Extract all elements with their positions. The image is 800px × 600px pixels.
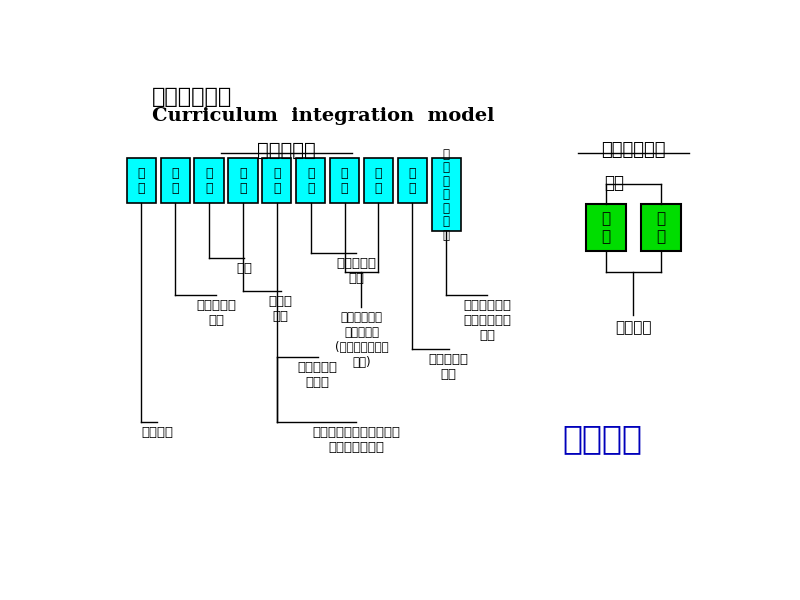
Text: 地
理: 地 理 (374, 167, 382, 194)
Text: 中
國
語
文
及
文
化: 中 國 語 文 及 文 化 (442, 148, 450, 242)
Text: 商
業: 商 業 (273, 167, 281, 194)
Text: 海洋公園: 海洋公園 (142, 426, 174, 439)
Text: 學科考察日: 學科考察日 (258, 141, 316, 160)
FancyBboxPatch shape (126, 158, 156, 203)
FancyBboxPatch shape (161, 158, 190, 203)
Text: 城市大學物
理系: 城市大學物 理系 (429, 353, 469, 381)
Text: 后海灣
濕地: 后海灣 濕地 (269, 295, 293, 323)
FancyBboxPatch shape (364, 158, 393, 203)
Text: 科
學: 科 學 (138, 167, 145, 194)
FancyBboxPatch shape (194, 158, 224, 203)
Text: 文
科: 文 科 (601, 211, 610, 244)
Text: 理
科: 理 科 (657, 211, 666, 244)
FancyBboxPatch shape (228, 158, 258, 203)
Text: 英
文: 英 文 (206, 167, 213, 194)
FancyBboxPatch shape (431, 158, 461, 232)
Text: 經
濟: 經 濟 (307, 167, 314, 194)
Text: 中國考察: 中國考察 (615, 320, 651, 335)
Text: 文
學: 文 學 (341, 167, 348, 194)
Text: Curriculum  integration  model: Curriculum integration model (152, 107, 494, 125)
FancyBboxPatch shape (262, 158, 291, 203)
Text: 中文大學香港文學珍藏部
及香港教育學院: 中文大學香港文學珍藏部 及香港教育學院 (312, 426, 400, 454)
FancyBboxPatch shape (641, 205, 681, 251)
Text: 香港城市及工
業地理考察
(大埔、深水　、
葵涌): 香港城市及工 業地理考察 (大埔、深水 、 葵涌) (334, 311, 388, 368)
Text: 中
史: 中 史 (171, 167, 179, 194)
FancyBboxPatch shape (398, 158, 427, 203)
Text: 志蓮靜苑、黃
大仙祠、寨城
公園: 志蓮靜苑、黃 大仙祠、寨城 公園 (463, 299, 511, 342)
FancyBboxPatch shape (296, 158, 326, 203)
FancyBboxPatch shape (586, 205, 626, 251)
Text: 區域綜合學習: 區域綜合學習 (601, 141, 666, 159)
Text: 中國銀行培
訓中心: 中國銀行培 訓中心 (298, 361, 338, 389)
Text: 香港貿易發
展局: 香港貿易發 展局 (336, 257, 376, 285)
Text: 中六: 中六 (604, 173, 624, 191)
Text: 物
理: 物 理 (409, 167, 416, 194)
Text: 赤柱: 赤柱 (237, 262, 253, 275)
FancyBboxPatch shape (330, 158, 359, 203)
Text: 香港海防博
物館: 香港海防博 物館 (196, 299, 236, 327)
Text: 生
物: 生 物 (239, 167, 246, 194)
Text: 課程整合模式: 課程整合模式 (152, 88, 232, 107)
Text: 漢華中學: 漢華中學 (562, 422, 642, 455)
